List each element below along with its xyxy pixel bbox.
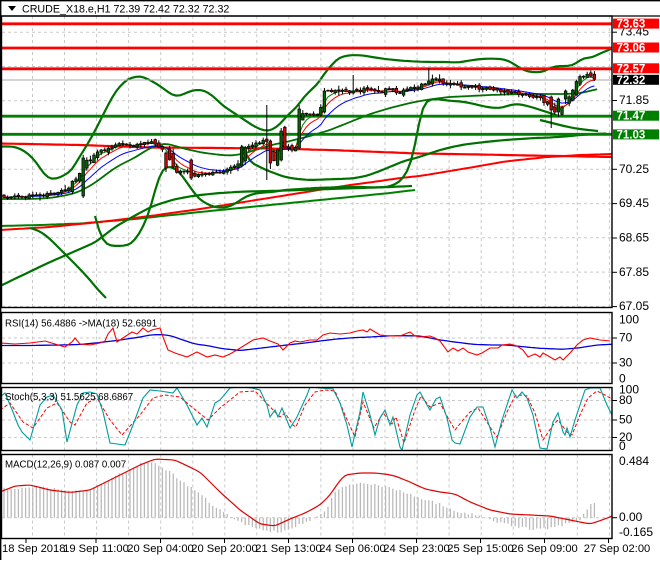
svg-text:71.03: 71.03 bbox=[617, 129, 646, 141]
svg-text:0.00: 0.00 bbox=[619, 510, 643, 524]
svg-text:CRUDE_X18.e,H1 72.39 72.42 72: CRUDE_X18.e,H1 72.39 72.42 72.32 72.32 bbox=[22, 4, 229, 16]
svg-text:70: 70 bbox=[619, 331, 633, 345]
svg-text:18 Sep 2018: 18 Sep 2018 bbox=[2, 543, 65, 555]
svg-text:25 Sep 15:00: 25 Sep 15:00 bbox=[447, 543, 514, 555]
svg-text:-0.165: -0.165 bbox=[619, 525, 653, 539]
svg-text:80: 80 bbox=[619, 393, 633, 407]
svg-text:26 Sep 09:00: 26 Sep 09:00 bbox=[511, 543, 578, 555]
svg-text:100: 100 bbox=[619, 313, 639, 327]
svg-text:20: 20 bbox=[619, 430, 633, 444]
svg-text:100: 100 bbox=[619, 383, 639, 397]
svg-text:20 Sep 20:00: 20 Sep 20:00 bbox=[191, 543, 258, 555]
svg-text:21 Sep 13:00: 21 Sep 13:00 bbox=[255, 543, 322, 555]
svg-text:71.47: 71.47 bbox=[617, 111, 646, 123]
svg-text:30: 30 bbox=[619, 356, 633, 370]
svg-text:67.85: 67.85 bbox=[619, 265, 649, 279]
svg-text:27 Sep 02:00: 27 Sep 02:00 bbox=[584, 543, 651, 555]
svg-text:67.05: 67.05 bbox=[619, 299, 649, 313]
svg-text:68.65: 68.65 bbox=[619, 231, 649, 245]
svg-text:0.484: 0.484 bbox=[619, 454, 649, 468]
svg-text:73.06: 73.06 bbox=[617, 43, 646, 55]
svg-text:71.85: 71.85 bbox=[619, 93, 649, 107]
svg-text:0: 0 bbox=[619, 439, 626, 453]
svg-text:50: 50 bbox=[619, 413, 633, 427]
svg-text:Stoch(5,3,3) 51.5625 68.6867: Stoch(5,3,3) 51.5625 68.6867 bbox=[5, 392, 133, 403]
svg-text:RSI(14) 56.4886 ->MA(18) 52.6: RSI(14) 56.4886 ->MA(18) 52.6891 bbox=[5, 319, 157, 330]
svg-text:19 Sep 11:00: 19 Sep 11:00 bbox=[63, 543, 129, 555]
svg-text:MACD(12,26,9) 0.087 0.007: MACD(12,26,9) 0.087 0.007 bbox=[5, 460, 126, 471]
svg-text:70.25: 70.25 bbox=[619, 162, 649, 176]
svg-text:72.32: 72.32 bbox=[617, 75, 646, 87]
svg-text:72.57: 72.57 bbox=[617, 63, 646, 75]
svg-text:0: 0 bbox=[619, 372, 626, 386]
svg-text:73.63: 73.63 bbox=[617, 19, 646, 31]
svg-text:69.45: 69.45 bbox=[619, 196, 649, 210]
svg-text:24 Sep 06:00: 24 Sep 06:00 bbox=[319, 543, 386, 555]
svg-text:24 Sep 23:00: 24 Sep 23:00 bbox=[383, 543, 450, 555]
svg-text:20 Sep 04:00: 20 Sep 04:00 bbox=[127, 543, 194, 555]
